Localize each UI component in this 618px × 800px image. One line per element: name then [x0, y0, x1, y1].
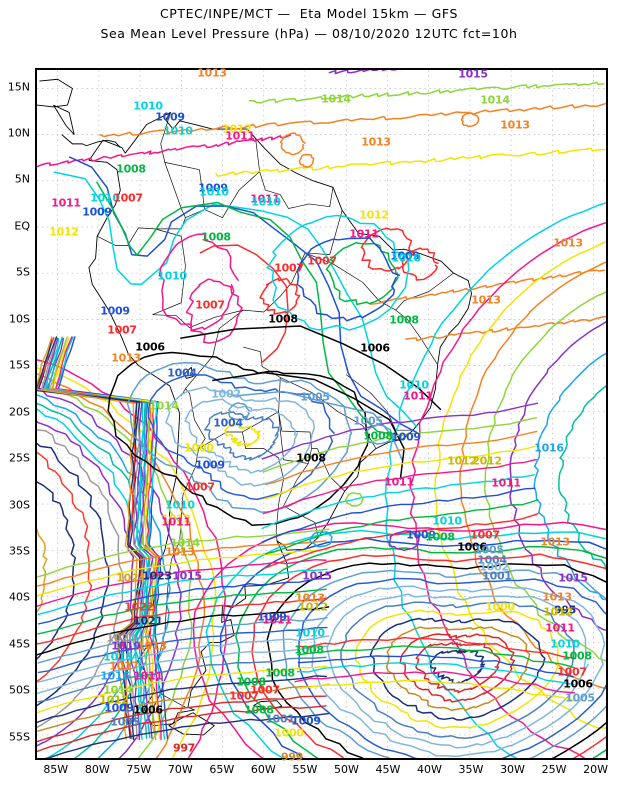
y-tick-15S: 15S: [9, 358, 30, 372]
x-tick-40W: 40W: [417, 763, 442, 776]
chart-subtitle: Sea Mean Level Pressure (hPa) — 08/10/20…: [100, 26, 518, 41]
x-tick-70W: 70W: [167, 763, 193, 776]
x-tick-35W: 35W: [458, 763, 484, 776]
x-tick-75W: 75W: [126, 763, 152, 776]
y-tick-40S: 40S: [9, 590, 30, 604]
contour-map-svg: [37, 70, 606, 758]
y-tick-10N: 10N: [7, 126, 30, 140]
y-tick-35S: 35S: [9, 544, 30, 558]
x-tick-55W: 55W: [292, 763, 318, 776]
x-tick-80W: 80W: [84, 763, 110, 776]
y-tick-45S: 45S: [9, 637, 30, 651]
x-tick-60W: 60W: [250, 763, 276, 776]
y-tick-EQ: EQ: [14, 219, 30, 233]
title-block: CPTEC/INPE/MCT — Eta Model 15km — GFS Se…: [0, 0, 618, 41]
y-tick-30S: 30S: [9, 498, 30, 512]
y-tick-10S: 10S: [9, 312, 30, 326]
chart-title: CPTEC/INPE/MCT — Eta Model 15km — GFS: [159, 6, 459, 21]
y-tick-5N: 5N: [14, 172, 30, 186]
y-tick-25S: 25S: [9, 451, 30, 465]
x-tick-50W: 50W: [333, 763, 359, 776]
gridlines: [37, 70, 606, 758]
y-tick-55S: 55S: [9, 730, 30, 744]
y-tick-15N: 15N: [7, 80, 30, 94]
y-tick-50S: 50S: [9, 683, 30, 697]
y-tick-20S: 20S: [9, 405, 30, 419]
x-tick-25W: 25W: [541, 763, 567, 776]
x-tick-45W: 45W: [375, 763, 401, 776]
contour-plot-area[interactable]: [35, 68, 608, 760]
contour-layer: [37, 70, 606, 758]
x-tick-65W: 65W: [209, 763, 235, 776]
x-tick-20W: 20W: [583, 763, 608, 776]
x-tick-85W: 85W: [43, 763, 69, 776]
x-tick-30W: 30W: [500, 763, 525, 776]
y-tick-5S: 5S: [16, 265, 30, 279]
